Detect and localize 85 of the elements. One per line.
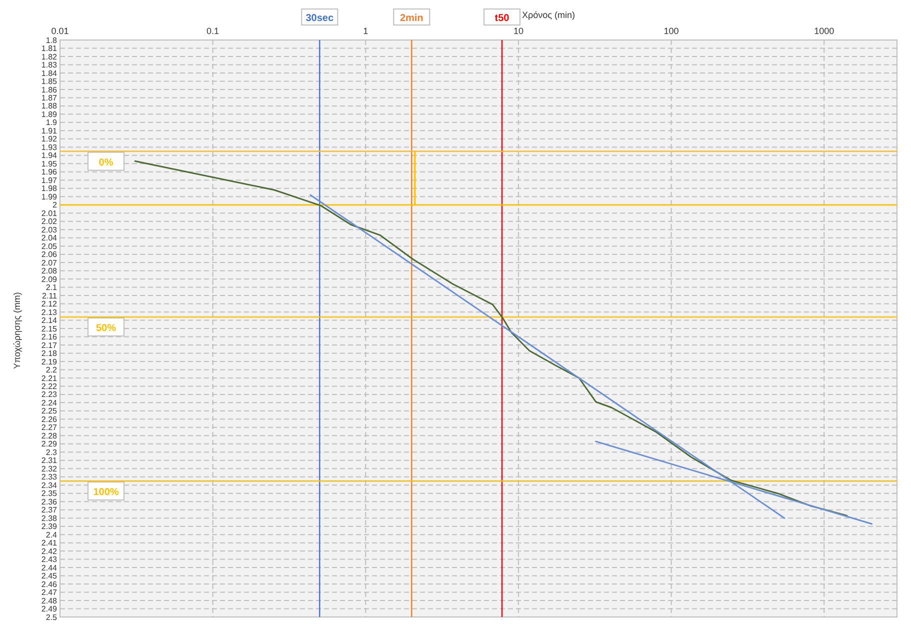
- y-tick-label: 2.49: [41, 604, 58, 614]
- x-tick-label: 10: [513, 26, 524, 36]
- y-tick-label: 1.9: [46, 118, 58, 128]
- y-tick-label: 1.94: [41, 151, 58, 160]
- y-tick-label: 2.47: [41, 588, 58, 598]
- ref-line-label: t50: [494, 13, 510, 24]
- y-tick-label: 2.11: [42, 291, 58, 300]
- y-tick-label: 2.4: [46, 530, 58, 540]
- y-tick-label: 2.06: [41, 250, 58, 260]
- y-tick-label: 1.97: [41, 176, 58, 185]
- y-tick-label: 2.44: [41, 563, 58, 572]
- y-tick-label: 1.96: [41, 168, 58, 177]
- y-tick-label: 1.87: [41, 94, 58, 102]
- y-axis-title: Υποχώρησης (mm): [12, 292, 22, 369]
- x-tick-label: 1: [363, 26, 368, 36]
- y-tick-label: 2.39: [41, 522, 58, 532]
- y-tick-label: 1.95: [41, 159, 58, 168]
- y-tick-label: 2.34: [41, 480, 58, 490]
- x-tick-label: 1000: [814, 26, 834, 36]
- y-tick-label: 2.45: [41, 572, 58, 581]
- y-tick-label: 1.85: [41, 77, 58, 86]
- y-tick-label: 2.01: [41, 208, 58, 218]
- y-tick-label: 2.21: [41, 374, 58, 383]
- y-tick-label: 2.33: [41, 472, 58, 482]
- y-tick-label: 1.82: [41, 52, 58, 62]
- y-tick-label: 2.24: [41, 398, 58, 408]
- y-tick-label: 2.09: [41, 274, 58, 284]
- y-tick-label: 1.89: [41, 110, 58, 119]
- y-tick-label: 2.36: [41, 497, 58, 506]
- y-tick-label: 2.25: [41, 406, 58, 416]
- y-tick-label: 2.28: [41, 431, 58, 440]
- y-tick-label: 2.02: [41, 217, 58, 226]
- y-tick-label: 2.14: [41, 316, 58, 326]
- y-tick-label: 1.91: [41, 126, 58, 136]
- y-tick-label: 2.31: [41, 456, 58, 466]
- y-tick-label: 2.12: [41, 300, 58, 309]
- y-tick-label: 2.42: [41, 546, 58, 556]
- y-tick-label: 2: [52, 200, 58, 210]
- y-tick-label: 1.8: [46, 36, 58, 45]
- y-tick-label: 2.1: [46, 283, 58, 292]
- y-tick-label: 2.15: [41, 324, 58, 334]
- x-tick-label: 0.1: [206, 26, 220, 36]
- y-tick-label: 2.13: [41, 308, 58, 317]
- y-tick-label: 1.98: [41, 184, 58, 194]
- y-tick-label: 2.07: [41, 258, 58, 268]
- y-tick-label: 2.03: [41, 225, 58, 234]
- ref-line-label: 30sec: [306, 13, 334, 24]
- y-tick-label: 2.18: [41, 349, 58, 358]
- y-tick-label: 2.35: [41, 489, 58, 498]
- y-tick-label: 2.29: [41, 440, 58, 449]
- x-axis-title: Χρόνος (min): [522, 10, 575, 20]
- y-tick-label: 1.84: [41, 68, 58, 78]
- y-tick-label: 1.92: [41, 134, 58, 144]
- y-tick-label: 2.5: [46, 612, 58, 622]
- y-tick-label: 2.17: [41, 340, 58, 350]
- y-tick-label: 2.46: [41, 580, 58, 589]
- y-tick-label: 2.41: [41, 538, 58, 548]
- y-tick-label: 2.48: [41, 596, 58, 606]
- y-tick-label: 1.86: [41, 85, 58, 94]
- y-tick-label: 2.32: [41, 464, 58, 474]
- y-tick-label: 2.22: [41, 382, 58, 391]
- y-tick-label: 1.83: [41, 60, 58, 70]
- y-tick-label: 2.19: [41, 357, 58, 366]
- x-tick-label: 100: [664, 26, 679, 36]
- annotation: 100%: [93, 486, 119, 498]
- x-tick-label: 0.01: [51, 26, 69, 36]
- y-tick-label: 2.27: [41, 423, 58, 432]
- annotation: 0%: [98, 157, 114, 168]
- annotation: 50%: [96, 322, 116, 334]
- y-tick-label: 2.16: [41, 332, 58, 342]
- y-tick-label: 2.38: [41, 514, 58, 523]
- y-tick-label: 2.43: [41, 555, 58, 564]
- y-tick-label: 1.93: [41, 142, 58, 152]
- y-tick-label: 2.05: [41, 242, 58, 251]
- y-tick-label: 2.26: [41, 414, 58, 424]
- y-tick-label: 1.99: [41, 192, 58, 202]
- y-tick-label: 2.2: [46, 366, 58, 375]
- y-tick-label: 1.81: [41, 44, 58, 54]
- y-tick-label: 2.3: [46, 448, 58, 457]
- y-tick-label: 2.37: [41, 506, 58, 515]
- y-tick-label: 2.04: [41, 234, 58, 243]
- y-tick-label: 2.08: [41, 266, 58, 276]
- y-tick-label: 2.23: [41, 390, 58, 400]
- ref-line-label: 2min: [400, 13, 424, 24]
- y-tick-label: 1.88: [41, 102, 58, 111]
